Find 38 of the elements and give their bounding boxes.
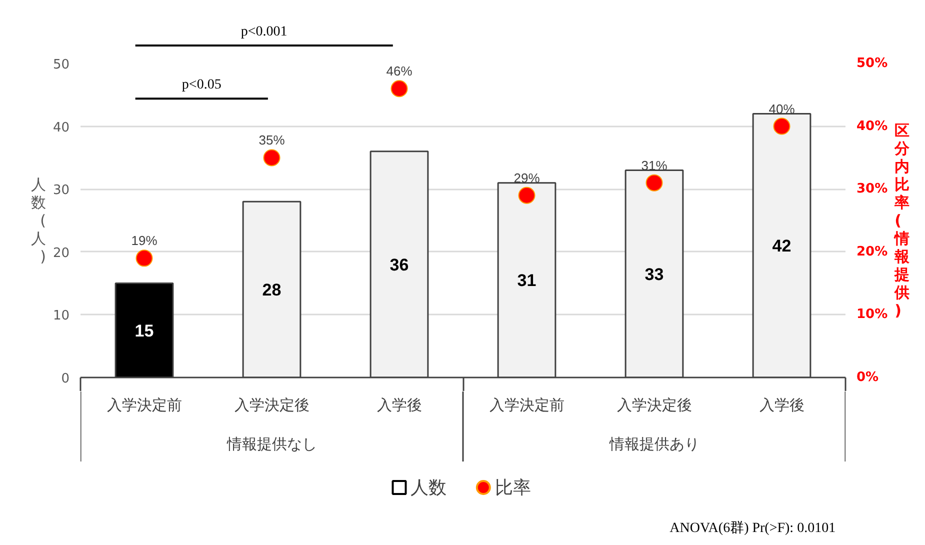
- y2-tick-label: 0%: [856, 370, 879, 385]
- y2-tick-label: 30%: [856, 182, 888, 197]
- text: 区分内比率(情報提供): [894, 122, 910, 320]
- x-tick-label: 入学後: [376, 397, 422, 414]
- y-tick-label: 40: [52, 120, 70, 136]
- y-axis-title: 人数(人): [30, 176, 46, 266]
- text: ANOVA(6群) Pr(>F): 0.0101: [670, 520, 836, 536]
- data-label: 35%: [258, 132, 286, 148]
- text: 情報提供あり: [608, 436, 700, 453]
- legend-label: 人数: [410, 478, 447, 498]
- x-tick-label: 入学決定後: [234, 397, 310, 414]
- data-label: 46%: [386, 64, 413, 79]
- x-tick-label: 入学後: [759, 397, 804, 414]
- x-tick-label: 入学決定前: [489, 397, 564, 414]
- data-label: 36: [390, 255, 409, 274]
- y-tick-label: 20: [52, 246, 70, 261]
- y2-tick-label: 40%: [856, 118, 888, 134]
- data-label: 40%: [768, 101, 796, 116]
- y-tick-label: 0: [61, 372, 70, 386]
- text: 情報提供なし: [226, 436, 317, 453]
- data-label: 29%: [514, 170, 540, 186]
- text: p<0.001: [240, 24, 288, 40]
- data-label: 15: [134, 321, 154, 340]
- y-tick-label: 50: [52, 58, 70, 72]
- annotation: p<0.05: [182, 78, 222, 93]
- data-label: 33: [644, 264, 664, 284]
- legend-label: 比率: [494, 478, 531, 498]
- data-label: 31: [517, 271, 536, 290]
- data-label: 19%: [131, 233, 158, 248]
- x-tick-label: 入学決定前: [106, 397, 182, 414]
- y2-tick-label: 10%: [856, 307, 888, 322]
- data-label: 42: [772, 236, 792, 256]
- x-tick-label: 入学決定後: [616, 397, 692, 414]
- y-tick-label: 30: [52, 183, 70, 198]
- y-tick-label: 10: [52, 308, 70, 324]
- y2-tick-label: 50%: [856, 56, 888, 71]
- y2-tick-label: 20%: [856, 244, 888, 260]
- data-label: 28: [262, 280, 282, 300]
